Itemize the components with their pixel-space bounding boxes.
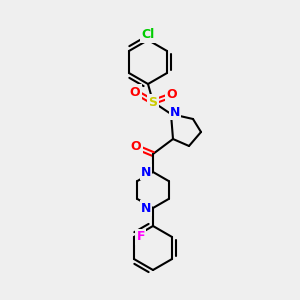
Text: O: O xyxy=(167,88,177,101)
Text: S: S xyxy=(148,95,158,109)
Text: O: O xyxy=(130,85,140,98)
Text: F: F xyxy=(137,230,145,244)
Text: N: N xyxy=(141,202,151,214)
Text: Cl: Cl xyxy=(141,28,154,41)
Text: O: O xyxy=(131,140,141,154)
Text: N: N xyxy=(170,106,180,118)
Text: N: N xyxy=(141,166,151,178)
